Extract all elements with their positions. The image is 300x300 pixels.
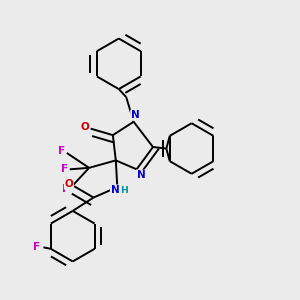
Text: F: F <box>58 146 65 157</box>
Text: F: F <box>62 184 69 194</box>
Text: N: N <box>137 170 146 180</box>
Text: O: O <box>81 122 90 132</box>
Text: F: F <box>33 242 40 252</box>
Text: O: O <box>64 179 73 189</box>
Text: F: F <box>61 164 68 174</box>
Text: N: N <box>131 110 140 120</box>
Text: N: N <box>111 185 119 195</box>
Text: H: H <box>120 186 128 195</box>
